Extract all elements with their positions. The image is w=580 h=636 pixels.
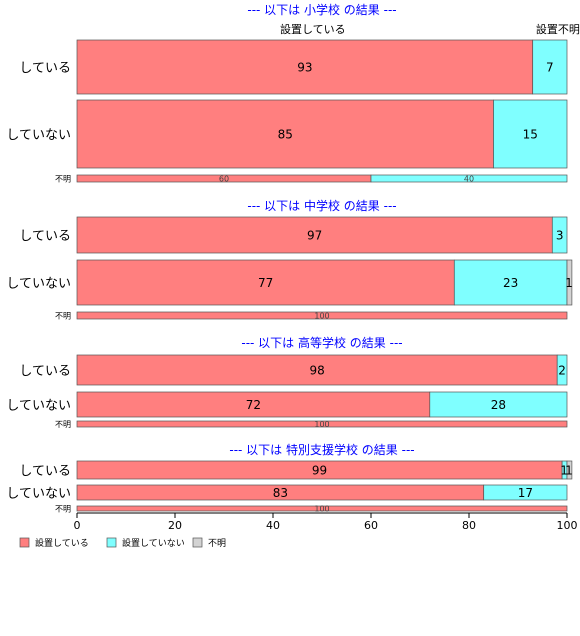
data-label: 93 [297, 61, 312, 75]
x-tick-label: 0 [74, 519, 81, 532]
data-label: 77 [258, 276, 273, 290]
legend-label: 設置している [35, 537, 89, 549]
data-label: 100 [314, 505, 329, 514]
panel-title: --- 以下は 小学校 の結果 --- [247, 2, 396, 17]
category-label: していない [6, 398, 71, 413]
bar-segment [532, 39, 568, 95]
data-label: 100 [314, 312, 329, 321]
bar-segment [76, 216, 553, 254]
data-label: 3 [556, 229, 564, 243]
bar-segment [453, 259, 568, 306]
data-label: 40 [464, 175, 474, 184]
category-label: していない [6, 128, 71, 143]
category-label: していない [6, 486, 71, 501]
legend-swatch [19, 537, 30, 548]
bar-segment [76, 311, 568, 320]
bar-segment [551, 216, 568, 254]
data-label: 1 [565, 464, 573, 478]
bar-segment [76, 259, 455, 306]
x-tick-label: 80 [462, 519, 476, 532]
data-label: 98 [309, 364, 324, 378]
category-label: 不明 [55, 312, 71, 321]
panel-title: --- 以下は 特別支援学校 の結果 --- [229, 442, 414, 457]
category-label: 不明 [55, 505, 71, 514]
bar-segment [566, 259, 573, 306]
data-label: 100 [314, 420, 329, 429]
data-label: 85 [278, 128, 293, 142]
bar-segment [566, 460, 573, 480]
legend-swatch [106, 537, 117, 548]
bar-segment [493, 99, 568, 169]
data-label: 23 [503, 276, 518, 290]
bar-segment [370, 174, 568, 183]
legend-label: 不明 [208, 538, 226, 549]
x-tick-label: 60 [364, 519, 378, 532]
panel-title: --- 以下は 高等学校 の結果 --- [241, 335, 402, 350]
data-label: 60 [219, 175, 229, 184]
data-label: 2 [558, 364, 566, 378]
bar-segment [483, 484, 568, 501]
category-label: している [19, 61, 71, 76]
panel-title: --- 以下は 中学校 の結果 --- [247, 198, 396, 213]
data-label: 1 [560, 464, 568, 478]
x-tick-label: 100 [557, 519, 578, 532]
data-label: 83 [273, 486, 288, 500]
column-label: 設置不明 [536, 22, 580, 36]
category-label: している [19, 464, 71, 479]
category-label: 不明 [55, 420, 71, 429]
legend-swatch [192, 537, 203, 548]
bar-segment [76, 99, 494, 169]
data-label: 1 [565, 276, 573, 290]
column-label: 設置している [280, 22, 346, 36]
category-label: している [19, 229, 71, 244]
category-label: していない [6, 276, 71, 291]
bar-segment [76, 354, 558, 386]
data-label: 7 [546, 61, 554, 75]
bar-segment [556, 354, 568, 386]
category-label: 不明 [55, 175, 71, 184]
bar-segment [76, 505, 568, 512]
bar-segment [76, 39, 534, 95]
data-label: 72 [246, 398, 261, 412]
data-label: 97 [307, 229, 322, 243]
legend-label: 設置していない [122, 537, 185, 549]
data-label: 99 [312, 464, 327, 478]
data-label: 17 [518, 486, 533, 500]
data-label: 15 [523, 128, 538, 142]
bar-segment [429, 391, 568, 418]
data-label: 28 [491, 398, 506, 412]
x-tick-label: 20 [168, 519, 182, 532]
category-label: している [19, 364, 71, 379]
x-tick-label: 40 [266, 519, 280, 532]
bar-segment [76, 420, 568, 428]
